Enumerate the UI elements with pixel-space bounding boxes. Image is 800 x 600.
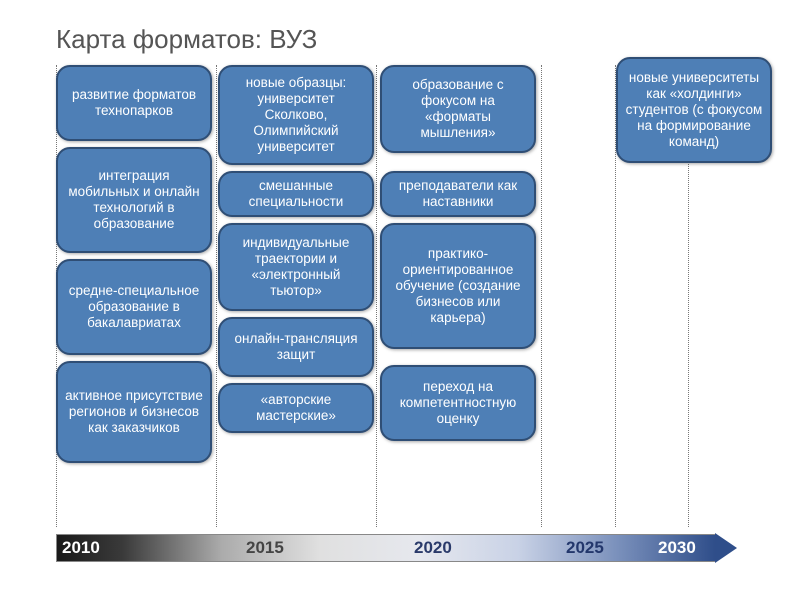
- format-box: онлайн-трансляция защит: [218, 317, 374, 377]
- format-box: новые образцы: университет Сколково, Оли…: [218, 65, 374, 165]
- grid-vline: [216, 65, 217, 527]
- timeline-year: 2025: [566, 538, 604, 558]
- timeline-year: 2010: [62, 538, 100, 558]
- timeline-year: 2020: [414, 538, 452, 558]
- format-box: смешанные специальности: [218, 171, 374, 217]
- timeline-bar: [56, 534, 716, 562]
- diagram-grid: развитие форматов технопарковновые образ…: [56, 65, 756, 527]
- grid-vline: [376, 65, 377, 527]
- format-box: индивидуальные траектории и «электронный…: [218, 223, 374, 311]
- timeline-arrow-icon: [715, 533, 737, 563]
- format-box: преподаватели как наставники: [380, 171, 536, 217]
- format-box: новые университеты как «холдинги» студен…: [616, 57, 772, 163]
- format-box: практико-ориентированное обучение (созда…: [380, 223, 536, 349]
- format-box: средне-специальное образование в бакалав…: [56, 259, 212, 355]
- format-box: образование с фокусом на «форматы мышлен…: [380, 65, 536, 153]
- timeline-year: 2015: [246, 538, 284, 558]
- format-box: «авторские мастерские»: [218, 383, 374, 433]
- format-box: интеграция мобильных и онлайн технологий…: [56, 147, 212, 253]
- grid-vline: [541, 65, 542, 527]
- format-box: активное присутствие регионов и бизнесов…: [56, 361, 212, 463]
- format-box: переход на компетентностную оценку: [380, 365, 536, 441]
- slide-root: Карта форматов: ВУЗ развитие форматов те…: [0, 0, 800, 600]
- timeline-year: 2030: [658, 538, 696, 558]
- timeline: 2010 2015 2020 2025 2030: [56, 534, 760, 564]
- page-title: Карта форматов: ВУЗ: [56, 24, 760, 55]
- format-box: развитие форматов технопарков: [56, 65, 212, 141]
